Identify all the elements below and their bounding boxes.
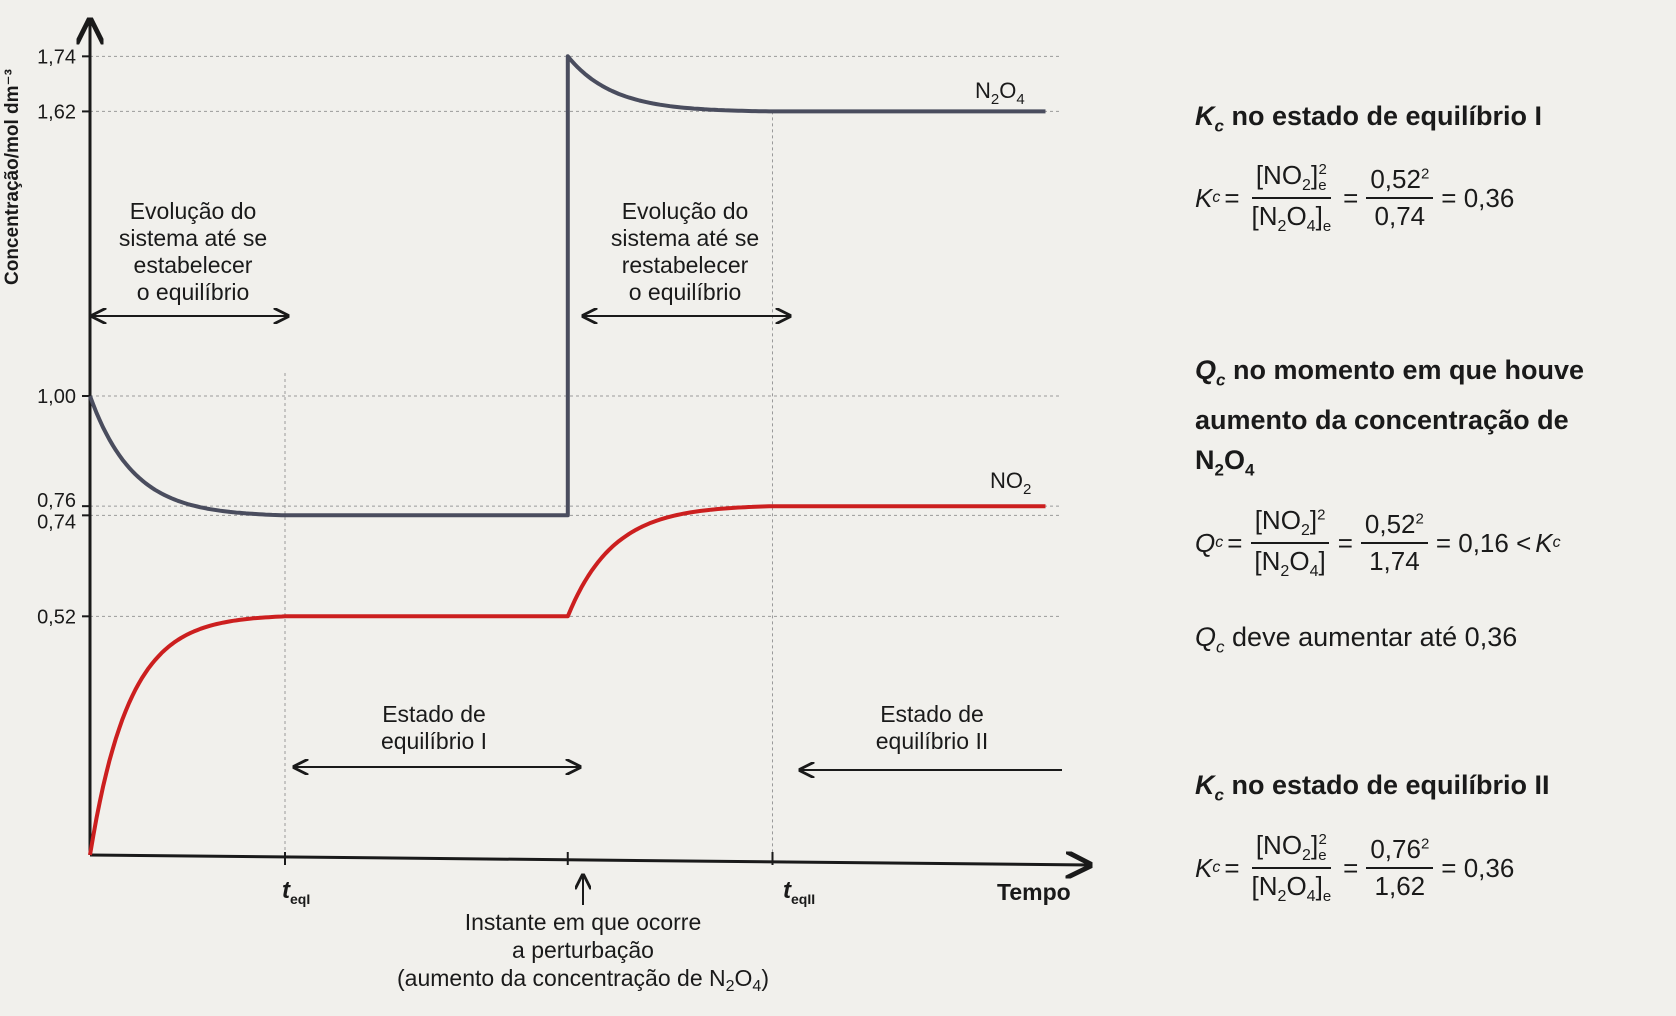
kc1-heading: Kc no estado de equilíbrio I [1195,101,1543,136]
y-tick-label: 0,52 [37,606,76,628]
y-axis-label: Concentração/mol dm⁻³ [2,69,23,285]
series-n2o4-line [88,54,1046,518]
qc-note: Qc deve aumentar até 0,36 [1195,622,1518,657]
perturbation-line-2: a perturbação [512,937,654,963]
y-tick-label: 1,00 [37,386,76,408]
annotation-state-2: Estado de equilíbrio II [800,701,1062,770]
series-lines [88,54,1046,856]
series-label-no2: NO2 [990,468,1031,498]
y-ticks: 1,74 1,62 1,00 0,760,74 0,52 [37,46,90,628]
svg-text:sistema até se: sistema até se [119,225,267,251]
x-axis [89,855,1090,865]
annotation-state-1: Estado de equilíbrio I [294,701,580,767]
series-label-n2o4: N2O4 [975,78,1025,108]
t-eqII-label: teqII [783,877,815,907]
qc-heading: Qc no momento em que houve aumento da co… [1195,355,1585,480]
svg-text:Estado de: Estado de [880,701,984,727]
series-no2-line [88,504,1046,856]
y-tick-label: 1,74 [37,46,76,68]
svg-text:equilíbrio I: equilíbrio I [381,728,487,754]
annotation-evolution-1: Evolução do sistema até se estabelecer o… [92,198,288,316]
svg-text:restabelecer: restabelecer [622,252,749,278]
svg-text:o equilíbrio: o equilíbrio [137,279,250,305]
concentration-chart: 1,74 1,62 1,00 0,760,74 0,52 Concentração/mo… [2,0,1120,995]
kc2-heading: Kc no estado de equilíbrio II [1195,770,1550,805]
grid-lines [90,55,1060,617]
svg-text:Evolução do: Evolução do [130,198,257,224]
y-tick-label: 1,62 [37,101,76,123]
svg-text:Estado de: Estado de [382,701,486,727]
y-tick-label: 0,76 [37,490,76,512]
y-tick-label: 0,74 [37,511,76,533]
svg-text:equilíbrio II: equilíbrio II [876,728,989,754]
perturbation-line-3: (aumento da concentração de N2O4) [397,965,769,995]
perturbation-line-1: Instante em que ocorre [465,909,702,935]
x-axis-label: Tempo [997,879,1071,905]
annotation-evolution-2: Evolução do sistema até se restabelecer … [583,198,790,316]
svg-text:estabelecer: estabelecer [134,252,253,278]
t-eqI-label: teqI [282,877,310,907]
svg-text:Evolução do: Evolução do [622,198,749,224]
svg-text:o equilíbrio: o equilíbrio [629,279,742,305]
svg-text:sistema até se: sistema até se [611,225,759,251]
